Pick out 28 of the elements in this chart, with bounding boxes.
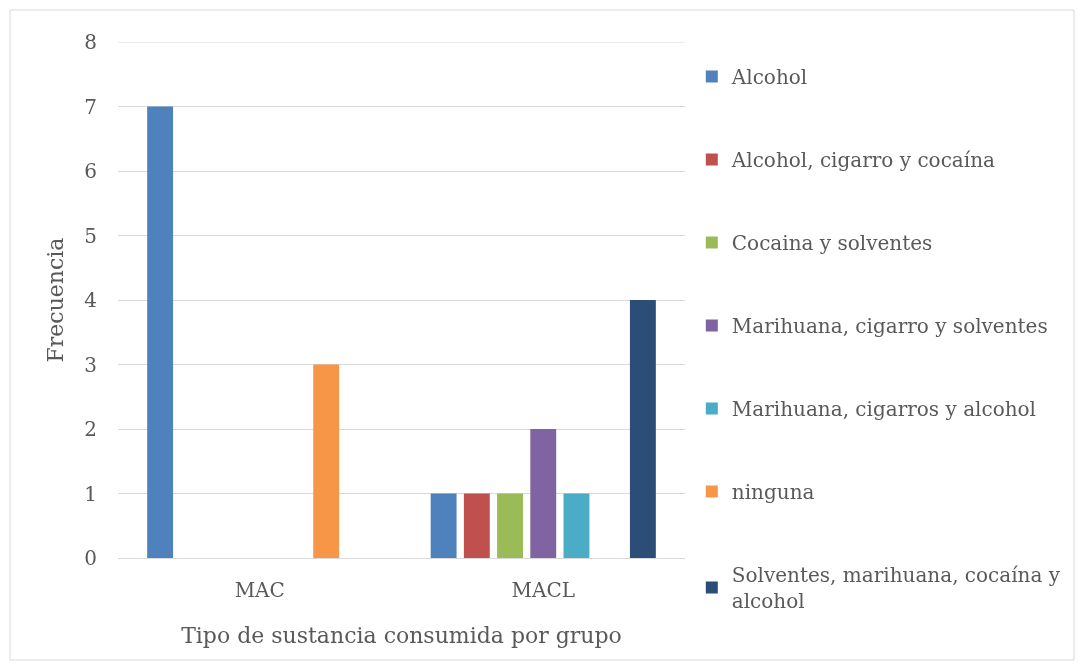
bar	[463, 493, 490, 558]
bar	[313, 364, 340, 558]
y-tick-label: 5	[84, 223, 97, 248]
bar	[430, 493, 457, 558]
bar	[629, 300, 656, 558]
y-tick-label: 0	[84, 546, 97, 570]
legend-label: Solventes, marihuana, cocaína y alcohol	[731, 563, 1061, 614]
y-tick-label: 6	[84, 159, 97, 183]
x-axis-title: Tipo de sustancia consumida por grupo	[181, 622, 622, 648]
legend-label: Alcohol	[730, 65, 808, 90]
y-tick-label: 2	[84, 417, 97, 441]
y-tick-label: 8	[84, 30, 97, 54]
x-tick-label: MAC	[234, 578, 285, 602]
x-tick-label: MACL	[511, 578, 576, 602]
legend-label: Marihuana, cigarro y solventes	[731, 314, 1048, 339]
y-tick-label: 1	[84, 481, 97, 506]
y-axis-title: Frecuencia	[43, 237, 69, 363]
bar	[563, 493, 590, 558]
legend-label: ninguna	[731, 480, 815, 505]
y-tick-label: 4	[84, 288, 97, 312]
legend-label: Marihuana, cigarros y alcohol	[731, 397, 1037, 422]
legend-label: Cocaina y solventes	[731, 231, 933, 256]
bar	[497, 493, 523, 558]
y-tick-label: 7	[84, 94, 97, 119]
y-tick-label: 3	[84, 352, 97, 377]
legend-label: Alcohol, cigarro y cocaína	[730, 148, 996, 173]
bar	[530, 429, 557, 558]
bar	[147, 106, 174, 558]
